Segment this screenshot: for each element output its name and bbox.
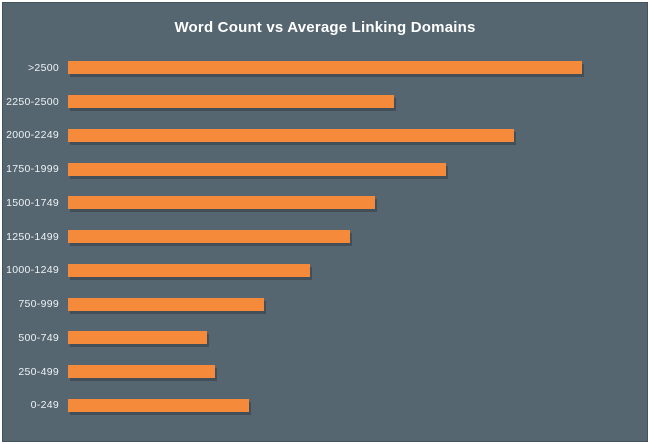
category-label: 1750-1999 <box>6 163 59 176</box>
bar-track <box>68 61 591 75</box>
bar-track <box>68 95 591 109</box>
bar-track <box>68 365 591 379</box>
bar <box>68 297 265 311</box>
category-label: 1000-1249 <box>6 264 59 277</box>
bar <box>68 263 311 277</box>
category-label: 1250-1499 <box>6 230 59 243</box>
bar <box>68 331 208 345</box>
bar-track <box>68 263 591 277</box>
bar-track <box>68 297 591 311</box>
bar-track <box>68 162 591 176</box>
bar-row: 250-499 <box>3 355 647 389</box>
bar-row: 1250-1499 <box>3 220 647 254</box>
category-label: 2250-2500 <box>6 95 59 108</box>
bar-track <box>68 398 591 412</box>
bar <box>68 95 394 109</box>
bar-row: 500-749 <box>3 321 647 355</box>
bar-row: 1000-1249 <box>3 254 647 288</box>
bar-row: 1500-1749 <box>3 186 647 220</box>
bar <box>68 61 582 75</box>
bar-track <box>68 128 591 142</box>
bar <box>68 398 250 412</box>
category-label: 1500-1749 <box>6 196 59 209</box>
bar-row: >2500 <box>3 51 647 85</box>
bar-track <box>68 331 591 345</box>
bar <box>68 128 515 142</box>
category-label: 2000-2249 <box>6 129 59 142</box>
bar-row: 750-999 <box>3 287 647 321</box>
category-label: 0-249 <box>30 399 59 412</box>
bar <box>68 365 216 379</box>
category-label: 750-999 <box>18 298 59 311</box>
chart-header: Word Count vs Average Linking Domains <box>3 3 647 51</box>
bar-row: 2000-2249 <box>3 119 647 153</box>
bar-track <box>68 230 591 244</box>
category-label: >2500 <box>28 61 59 74</box>
bar-track <box>68 196 591 210</box>
bar <box>68 196 375 210</box>
bar-row: 2250-2500 <box>3 85 647 119</box>
plot-area: >2500 2250-2500 2000-2249 1750-1999 1500… <box>3 51 647 422</box>
bar <box>68 162 446 176</box>
category-label: 500-749 <box>18 331 59 344</box>
bar-row: 0-249 <box>3 389 647 423</box>
category-label: 250-499 <box>18 365 59 378</box>
bar <box>68 230 350 244</box>
bar-row: 1750-1999 <box>3 152 647 186</box>
chart-title: Word Count vs Average Linking Domains <box>174 18 476 36</box>
